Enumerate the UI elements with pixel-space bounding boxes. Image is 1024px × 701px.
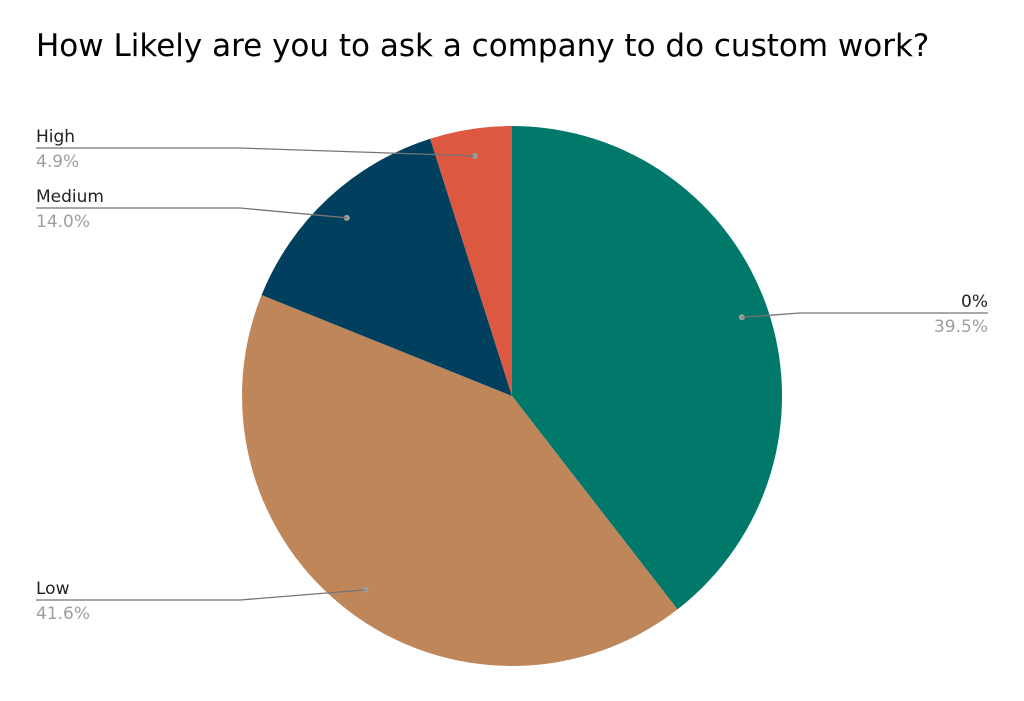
pie-slice-high [430, 126, 512, 396]
slice-label: Low [36, 579, 70, 599]
callout-line [741, 312, 988, 318]
slice-label: Medium [36, 187, 104, 207]
slice-percentage: 14.0% [36, 212, 90, 232]
slice-label: High [36, 127, 75, 147]
chart-title: How Likely are you to ask a company to d… [36, 28, 930, 64]
callout-line [36, 147, 475, 157]
pie-slices [241, 126, 782, 667]
callout-line [36, 589, 366, 601]
slice-percentage: 4.9% [36, 152, 79, 172]
pie-slice-medium [261, 138, 512, 397]
slice-percentage: 41.6% [36, 604, 90, 624]
pie-slice-0 [512, 126, 782, 610]
callout-line [36, 207, 347, 219]
slice-percentage: 39.5% [934, 317, 988, 337]
pie-slice-low [241, 295, 678, 667]
slice-label: 0% [961, 292, 988, 312]
pie-callouts: 0% 39.5% Low 41.6% Medium 14.0% High 4.9% [36, 127, 988, 624]
